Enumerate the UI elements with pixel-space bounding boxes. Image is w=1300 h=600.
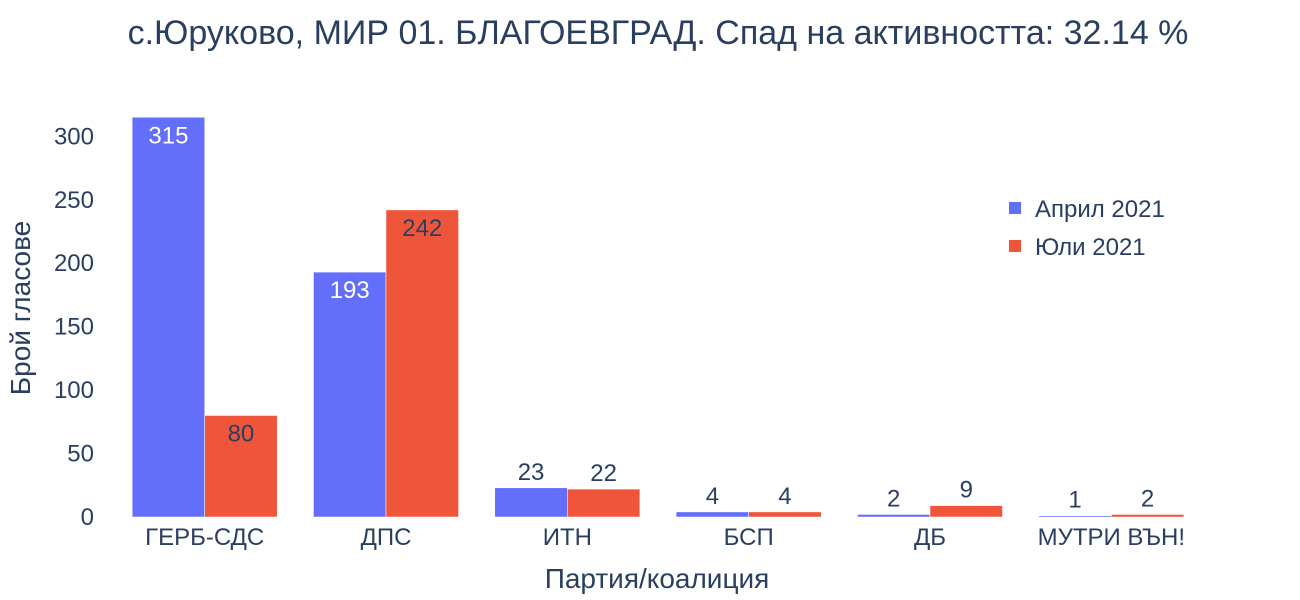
y-tick-label: 200 xyxy=(54,250,94,277)
bar-value-label: 315 xyxy=(148,122,188,149)
bar-value-label: 2 xyxy=(1141,485,1154,512)
bar-value-label: 4 xyxy=(778,483,791,510)
bar xyxy=(1111,514,1185,518)
x-tick-label: МУТРИ ВЪН! xyxy=(1038,524,1185,551)
x-axis-title: Партия/коалиция xyxy=(545,563,770,594)
bar-value-label: 23 xyxy=(518,459,545,486)
bar-value-label: 4 xyxy=(706,483,719,510)
x-tick-label: БСП xyxy=(724,524,774,551)
y-axis-ticks: 0 50 100 150 200 250 300 xyxy=(54,123,94,531)
y-tick-label: 100 xyxy=(54,377,94,404)
bar xyxy=(204,415,278,518)
bar xyxy=(857,514,931,518)
x-tick-label: ГЕРБ-СДС xyxy=(145,524,264,551)
y-tick-label: 250 xyxy=(54,187,94,214)
y-tick-label: 50 xyxy=(67,441,94,468)
bar xyxy=(929,505,1003,518)
bar xyxy=(385,209,459,518)
x-tick-label: ДПС xyxy=(361,524,412,551)
bar xyxy=(567,488,641,518)
bar xyxy=(1038,515,1112,518)
bar-labels: 315 193 23 4 2 1 80 242 22 4 9 2 xyxy=(148,122,1154,513)
legend: Април 2021 Юли 2021 xyxy=(1009,196,1165,261)
y-tick-label: 300 xyxy=(54,123,94,150)
bar-value-label: 22 xyxy=(590,460,617,487)
bar xyxy=(313,271,387,518)
x-tick-label: ИТН xyxy=(543,524,592,551)
chart-title: с.Юруково, МИР 01. БЛАГОЕВГРАД. Спад на … xyxy=(127,14,1189,52)
bar-value-label: 80 xyxy=(228,420,255,447)
y-axis-title: Брой гласове xyxy=(5,221,36,395)
y-tick-label: 150 xyxy=(54,314,94,341)
x-axis-ticks: ГЕРБ-СДС ДПС ИТН БСП ДБ МУТРИ ВЪН! xyxy=(145,524,1185,551)
bar xyxy=(131,117,205,518)
bar xyxy=(675,511,749,518)
legend-label: Април 2021 xyxy=(1035,196,1165,223)
bar-value-label: 242 xyxy=(402,215,442,242)
bar xyxy=(748,511,822,518)
legend-label: Юли 2021 xyxy=(1035,234,1146,261)
bars xyxy=(131,117,1185,518)
bar-value-label: 1 xyxy=(1068,487,1081,514)
legend-swatch xyxy=(1009,202,1021,214)
legend-swatch xyxy=(1009,240,1021,252)
bar xyxy=(494,487,568,518)
bar-value-label: 9 xyxy=(960,477,973,504)
x-tick-label: ДБ xyxy=(914,524,946,551)
y-tick-label: 0 xyxy=(81,504,94,531)
bar-value-label: 2 xyxy=(887,485,900,512)
bar-value-label: 193 xyxy=(330,277,370,304)
